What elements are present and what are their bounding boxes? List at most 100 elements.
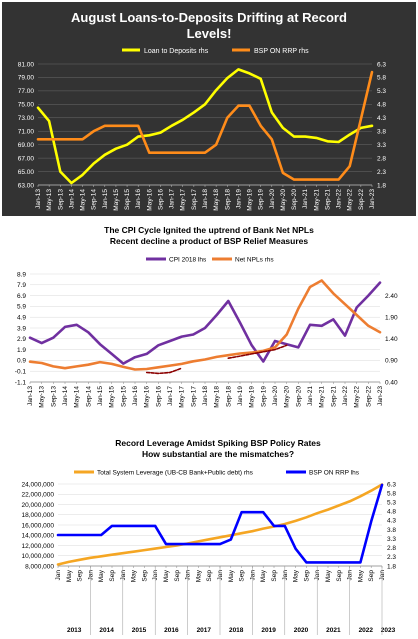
y-right-tick-label: 6.3 <box>377 61 386 68</box>
y-left-tick-label: 22,000,000 <box>21 492 54 499</box>
y-left-tick-label: 2.9 <box>17 336 26 343</box>
x-tick-label: Jan-22 <box>336 189 343 209</box>
y-left-tick-label: 67.00 <box>18 155 35 162</box>
x-tick-label: Sep <box>206 570 213 582</box>
x-tick-label: Jan-21 <box>307 386 314 406</box>
x-tick-label: Sep-16 <box>155 386 162 407</box>
y-right-tick-label: 5.3 <box>377 88 386 95</box>
x-tick-label: May-13 <box>46 189 53 211</box>
x-tick-label: Sep-19 <box>258 189 265 210</box>
x-tick-label: Jan <box>152 570 159 581</box>
y-right-tick-label: 6.3 <box>387 481 396 488</box>
x-tick-label: Sep <box>174 570 181 582</box>
y-right-tick-label: 5.8 <box>387 490 396 497</box>
y-left-tick-label: 75.00 <box>18 102 35 109</box>
series-line-1 <box>56 483 384 566</box>
y-left-tick-label: 77.00 <box>18 88 35 95</box>
chart-3-title: Record Leverage Amidst Spiking BSP Polic… <box>115 438 321 448</box>
y-left-tick-label: 65.00 <box>18 169 35 176</box>
chart-system-leverage: Record Leverage Amidst Spiking BSP Polic… <box>0 436 418 639</box>
x-tick-label: May-17 <box>179 386 186 408</box>
x-tick-label: Sep-13 <box>50 386 57 407</box>
y-left-tick-label: 24,000,000 <box>21 481 54 488</box>
x-tick-label: May <box>357 569 364 582</box>
x-tick-label: Jan-17 <box>169 189 176 209</box>
x-tick-label: May <box>98 569 105 582</box>
x-tick-label: May-19 <box>249 386 256 408</box>
x-tick-label: Jan <box>379 570 386 581</box>
x-tick-label: Sep-18 <box>224 189 231 210</box>
y-right-tick-label: 3.8 <box>377 129 386 136</box>
x-tick-label: May <box>228 569 235 582</box>
chart-1-series <box>36 68 374 185</box>
y-right-tick-label: 4.8 <box>377 102 386 109</box>
x-tick-label: Jan <box>347 570 354 581</box>
chart-2-left-axis: -1.1 -0.1 0.9 1.9 2.9 3.9 4.9 5.9 6.9 7.9 8.9 <box>15 271 27 386</box>
y-left-tick-label: 73.00 <box>18 115 35 122</box>
y-right-tick-label: 4.3 <box>377 115 386 122</box>
x-tick-label: May-21 <box>319 386 326 408</box>
x-year-label: 2019 <box>261 627 276 634</box>
chart-1-legend-label-1: Loan to Deposits rhs <box>144 48 209 55</box>
x-tick-label: Sep-18 <box>225 386 232 407</box>
chart-2-title: The CPI Cycle Ignited the uptrend of Ban… <box>104 225 314 235</box>
chart-3-legend-label-2: BSP ON RRP lhs <box>309 470 360 477</box>
x-tick-label: May <box>66 569 73 582</box>
x-tick-label: Jan-19 <box>237 386 244 406</box>
y-right-tick-label: 3.8 <box>387 527 396 534</box>
chart-2-subtitle: Recent decline a product of BSP Relief M… <box>110 236 309 246</box>
x-tick-label: Jan-18 <box>202 189 209 209</box>
chart-3-background <box>0 436 418 639</box>
x-tick-label: Sep <box>141 570 148 582</box>
y-right-tick-label: 3.3 <box>377 142 386 149</box>
y-left-tick-label: 1.9 <box>17 347 26 354</box>
chart-1-left-axis: 63.00 65.00 67.00 69.00 71.00 73.00 75.00 77.00… <box>18 61 35 189</box>
x-tick-label: May-17 <box>180 189 187 211</box>
x-tick-label: Sep-21 <box>330 386 337 407</box>
y-right-tick-label: 5.3 <box>387 500 396 507</box>
y-left-tick-label: 8,000,000 <box>25 563 54 570</box>
y-right-tick-label: 1.40 <box>385 336 398 343</box>
chart-1-right-axis: 1.8 2.3 2.8 3.3 3.8 4.3 4.8 5.3 5.8 6.3 <box>377 61 386 189</box>
x-tick-label: May-15 <box>113 189 120 211</box>
x-tick-label: Sep <box>303 570 310 582</box>
y-left-tick-label: 6.9 <box>17 293 26 300</box>
x-tick-label: Sep-19 <box>260 386 267 407</box>
x-tick-label: May <box>293 569 300 582</box>
x-year-label: 2022 <box>359 627 374 634</box>
x-tick-label: May-21 <box>313 189 320 211</box>
y-left-tick-label: 8.9 <box>17 271 26 278</box>
y-right-tick-label: 4.3 <box>387 518 396 525</box>
x-tick-label: Jan-20 <box>269 189 276 209</box>
x-tick-label: Jan-16 <box>135 189 142 209</box>
x-tick-label: Sep-13 <box>57 189 64 210</box>
chart-cpi-net-npls: The CPI Cycle Ignited the uptrend of Ban… <box>0 222 418 434</box>
y-right-tick-label: 2.3 <box>377 169 386 176</box>
y-left-tick-label: 10,000,000 <box>21 553 54 560</box>
x-tick-label: May-13 <box>39 386 46 408</box>
y-right-tick-label: 3.3 <box>387 536 396 543</box>
y-right-tick-label: 2.3 <box>387 554 396 561</box>
x-tick-label: Sep-15 <box>124 189 131 210</box>
x-tick-label: May-18 <box>213 189 220 211</box>
chart-3-subtitle: How substantial are the mismatches? <box>142 449 294 459</box>
x-tick-label: May <box>131 569 138 582</box>
y-right-tick-label: 1.8 <box>387 563 396 570</box>
x-tick-label: Sep <box>239 570 246 582</box>
x-tick-label: Jan <box>249 570 256 581</box>
y-right-tick-label: 0.90 <box>385 358 398 365</box>
x-tick-label: Sep <box>271 570 278 582</box>
chart-1-title-line-2: Levels! <box>187 26 232 41</box>
y-left-tick-label: -1.1 <box>15 379 27 386</box>
x-tick-label: May <box>195 569 202 582</box>
y-right-tick-label: 2.40 <box>385 293 398 300</box>
y-left-tick-label: 14,000,000 <box>21 533 54 540</box>
x-year-label: 2014 <box>99 627 114 634</box>
chart-3-right-axis: 1.8 2.3 2.8 3.3 3.8 4.3 4.8 5.3 5.8 6.3 <box>387 481 396 570</box>
x-tick-label: Jan-21 <box>302 189 309 209</box>
series-line-2 <box>56 483 384 564</box>
x-tick-label: Sep <box>336 570 343 582</box>
x-tick-label: May-22 <box>354 386 361 408</box>
y-left-tick-label: 3.9 <box>17 325 26 332</box>
x-year-label: 2021 <box>326 627 341 634</box>
